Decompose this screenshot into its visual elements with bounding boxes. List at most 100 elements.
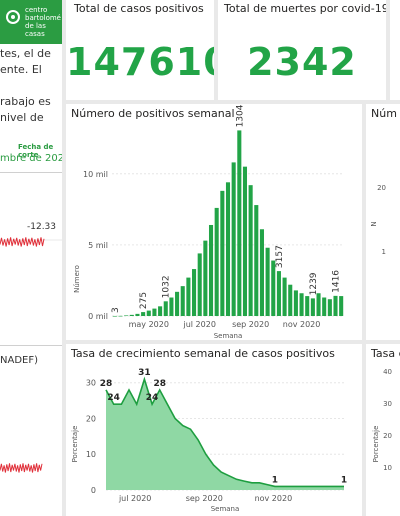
bar[interactable]: [203, 240, 208, 316]
bar[interactable]: [186, 277, 191, 316]
bar[interactable]: [254, 205, 259, 316]
y-tick-label: 20: [377, 184, 386, 192]
clipped-chart-card-top[interactable]: Núm 20 1 N: [366, 104, 400, 340]
area-fill: [106, 379, 344, 490]
section-label: NADEF): [0, 355, 38, 366]
bar[interactable]: [293, 290, 298, 316]
clipped-chart-bottom: 40 30 20 10 Porcentaje: [372, 368, 392, 472]
y-tick-label: 0: [91, 486, 96, 495]
bar[interactable]: [265, 247, 270, 316]
bar[interactable]: [310, 298, 315, 316]
bar[interactable]: [169, 297, 174, 316]
bar[interactable]: [158, 306, 163, 316]
left-panel: centro bartolomé de las casas tes, el de…: [0, 0, 62, 516]
bar[interactable]: [135, 313, 140, 316]
x-axis-label: Semana: [214, 332, 243, 340]
bar[interactable]: [231, 162, 236, 316]
bar[interactable]: [220, 190, 225, 316]
bar[interactable]: [327, 299, 332, 316]
kpi-card-deaths[interactable]: Total de muertes por covid-19 2342: [218, 0, 386, 100]
bar[interactable]: [214, 207, 219, 316]
data-label: 31: [138, 368, 151, 378]
data-label: 3: [111, 307, 121, 313]
bar[interactable]: [208, 224, 214, 316]
bar[interactable]: [124, 315, 129, 317]
bar[interactable]: [316, 293, 321, 316]
y-tick-label: 5 mil: [88, 241, 108, 250]
bar[interactable]: [237, 130, 242, 316]
bar[interactable]: [259, 229, 264, 316]
chart-title: Número de positivos semanal: [71, 107, 235, 120]
divider: [0, 345, 62, 346]
data-label: 24: [146, 393, 159, 403]
kpi-value: 147610: [66, 40, 214, 84]
y-axis-label: Número: [73, 265, 81, 293]
data-label: 275: [139, 292, 149, 309]
data-label: 28: [153, 379, 166, 389]
mini-series-line: [0, 237, 45, 247]
clipped-chart-card-bottom[interactable]: Tasa d 40 30 20 10 Porcentaje: [366, 344, 400, 516]
intro-text: tes, el de ente. El rabajo es nivel de: [0, 47, 51, 124]
bar[interactable]: [175, 291, 180, 316]
data-label: 1032: [162, 275, 172, 298]
bar[interactable]: [248, 185, 253, 316]
bar[interactable]: [299, 293, 304, 316]
x-tick-label: sep 2020: [186, 494, 223, 503]
logo-icon: [6, 10, 20, 24]
bar[interactable]: [339, 296, 344, 316]
divider: [0, 172, 62, 173]
data-label: 1: [272, 475, 278, 485]
x-tick-label: sep 2020: [232, 320, 269, 329]
bar[interactable]: [192, 269, 197, 316]
cutoff-label: Fecha de corte: [18, 143, 54, 159]
y-tick-label: 30: [86, 379, 96, 388]
bar[interactable]: [163, 301, 168, 316]
data-label: 1239: [309, 272, 319, 295]
x-tick-label: nov 2020: [255, 494, 293, 503]
growth-rate-card[interactable]: Tasa de crecimiento semanal de casos pos…: [66, 344, 362, 516]
bar[interactable]: [118, 315, 123, 317]
bar[interactable]: [333, 295, 338, 316]
bar[interactable]: [225, 182, 231, 316]
bar[interactable]: [141, 312, 146, 316]
bar[interactable]: [180, 286, 185, 316]
cutoff-date: mbre de 2020: [0, 153, 62, 164]
mini-line-chart-top: -12.33: [0, 222, 62, 247]
y-axis-label: Porcentaje: [372, 426, 380, 463]
bar[interactable]: [276, 271, 281, 316]
logo: centro bartolomé de las casas: [0, 0, 62, 44]
kpi-card-clipped[interactable]: [390, 0, 400, 100]
bar[interactable]: [152, 308, 157, 316]
weekly-positives-card[interactable]: Número de positivos semanal 0 mil 5 mil 10…: [66, 104, 362, 340]
series-line: [105, 376, 344, 488]
bar[interactable]: [271, 260, 276, 316]
chart-title: Tasa de crecimiento semanal de casos pos…: [71, 347, 335, 360]
bar[interactable]: [112, 315, 117, 317]
y-tick-label: 40: [383, 368, 392, 376]
data-label: 28: [100, 379, 113, 389]
y-tick-label: 1: [382, 248, 386, 256]
bar[interactable]: [322, 297, 327, 316]
y-tick-label: 10: [86, 450, 96, 459]
bar[interactable]: [305, 296, 310, 316]
mini-line-chart-bottom: [0, 463, 43, 473]
data-label: 1416: [332, 270, 342, 293]
chart-title: Núm: [371, 107, 397, 120]
growth-rate-chart: 0 10 20 30 28 24 31 24 28 1 1 jul 2020 sep 2020 nov…: [71, 368, 347, 513]
y-tick-label: 20: [383, 432, 392, 440]
bar[interactable]: [288, 284, 293, 316]
kpi-card-positive[interactable]: Total de casos positivos 147610: [66, 0, 214, 100]
bar[interactable]: [282, 277, 287, 316]
kpi-value: 2342: [247, 40, 357, 84]
bar[interactable]: [242, 166, 248, 316]
y-axis-label: N: [370, 221, 378, 226]
bar[interactable]: [146, 310, 151, 316]
data-label: 13049: [235, 104, 245, 127]
bar[interactable]: [197, 253, 202, 316]
y-axis-label: Porcentaje: [71, 426, 79, 463]
chart-title: Tasa d: [371, 347, 400, 360]
logo-text: centro bartolomé de las casas: [25, 6, 61, 38]
x-tick-label: nov 2020: [283, 320, 321, 329]
mini-value-label: -12.33: [27, 222, 56, 232]
bar[interactable]: [129, 314, 134, 316]
